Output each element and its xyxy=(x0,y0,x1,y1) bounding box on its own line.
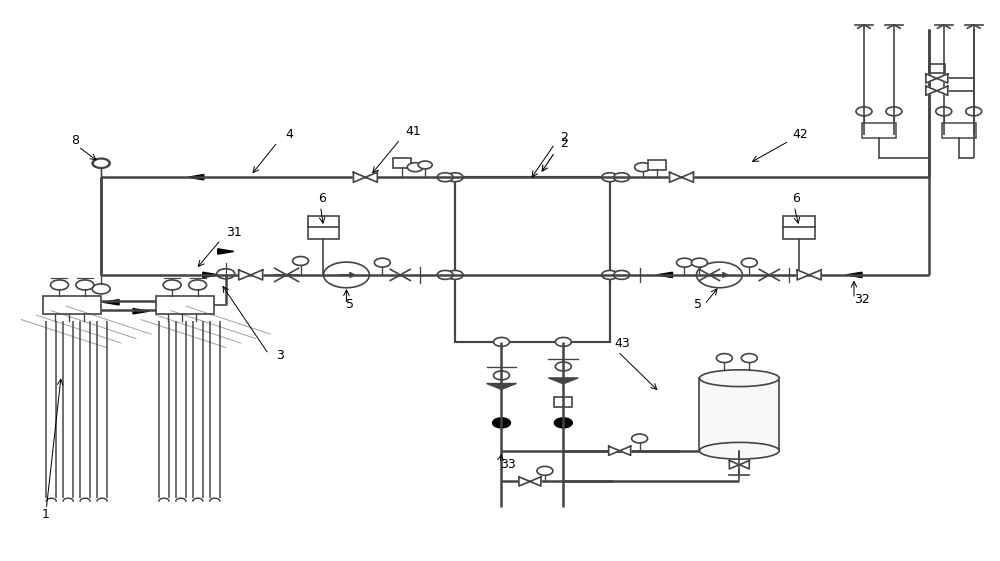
Bar xyxy=(862,122,896,138)
Circle shape xyxy=(76,280,94,290)
Polygon shape xyxy=(548,378,578,384)
Circle shape xyxy=(856,107,872,116)
Circle shape xyxy=(418,161,432,169)
Text: 5: 5 xyxy=(694,298,702,311)
Text: 42: 42 xyxy=(792,128,808,141)
Text: 31: 31 xyxy=(226,226,242,239)
Circle shape xyxy=(493,418,510,428)
Circle shape xyxy=(537,466,553,475)
Circle shape xyxy=(407,163,423,172)
Polygon shape xyxy=(188,174,204,180)
Circle shape xyxy=(447,173,463,182)
Bar xyxy=(308,217,339,238)
Bar xyxy=(554,397,572,407)
Circle shape xyxy=(741,353,757,362)
Circle shape xyxy=(555,362,571,371)
Bar xyxy=(929,64,945,73)
Text: 6: 6 xyxy=(319,192,326,205)
Polygon shape xyxy=(797,270,809,280)
Polygon shape xyxy=(365,172,377,182)
Polygon shape xyxy=(681,172,693,182)
Circle shape xyxy=(966,107,982,116)
Circle shape xyxy=(554,418,572,428)
Text: 8: 8 xyxy=(71,134,79,147)
Polygon shape xyxy=(926,74,937,83)
Circle shape xyxy=(93,159,109,168)
Circle shape xyxy=(437,173,453,182)
Circle shape xyxy=(555,337,571,346)
Polygon shape xyxy=(937,86,948,95)
Circle shape xyxy=(189,280,207,290)
Polygon shape xyxy=(487,384,516,389)
Circle shape xyxy=(677,258,692,267)
Polygon shape xyxy=(926,86,937,95)
Circle shape xyxy=(374,258,390,267)
Circle shape xyxy=(494,337,509,346)
Ellipse shape xyxy=(699,370,779,387)
Polygon shape xyxy=(530,477,541,486)
Text: 5: 5 xyxy=(346,298,354,311)
Circle shape xyxy=(447,270,463,279)
Circle shape xyxy=(602,270,618,279)
Polygon shape xyxy=(729,461,739,469)
Polygon shape xyxy=(218,249,234,254)
Ellipse shape xyxy=(699,443,779,459)
Bar xyxy=(648,160,666,170)
Circle shape xyxy=(886,107,902,116)
Polygon shape xyxy=(809,270,821,280)
Text: 41: 41 xyxy=(405,125,421,139)
Bar xyxy=(43,296,101,314)
Polygon shape xyxy=(609,446,620,456)
Text: 1: 1 xyxy=(41,508,49,521)
Polygon shape xyxy=(133,309,149,314)
Bar xyxy=(455,177,610,342)
Circle shape xyxy=(602,173,618,182)
Polygon shape xyxy=(203,272,219,278)
Bar xyxy=(393,158,411,168)
Polygon shape xyxy=(353,172,365,182)
Bar xyxy=(699,378,779,450)
Bar xyxy=(942,122,976,138)
Circle shape xyxy=(92,158,110,168)
Polygon shape xyxy=(739,461,749,469)
Circle shape xyxy=(741,258,757,267)
Circle shape xyxy=(437,270,453,279)
Circle shape xyxy=(614,270,630,279)
Text: 2: 2 xyxy=(560,131,568,144)
Polygon shape xyxy=(846,272,862,278)
Text: 32: 32 xyxy=(854,293,870,306)
Polygon shape xyxy=(657,272,673,278)
Text: 6: 6 xyxy=(792,192,800,205)
Text: 2: 2 xyxy=(560,136,568,150)
Polygon shape xyxy=(937,74,948,83)
Circle shape xyxy=(92,284,110,294)
Text: 43: 43 xyxy=(615,338,630,351)
Circle shape xyxy=(696,262,742,288)
Text: 4: 4 xyxy=(286,128,293,141)
Circle shape xyxy=(323,262,369,288)
Text: 3: 3 xyxy=(276,348,284,362)
Polygon shape xyxy=(239,270,251,280)
Circle shape xyxy=(217,269,235,279)
Circle shape xyxy=(936,107,952,116)
Circle shape xyxy=(632,434,648,443)
Polygon shape xyxy=(103,300,119,305)
Circle shape xyxy=(691,258,707,267)
Polygon shape xyxy=(670,172,681,182)
Bar xyxy=(156,296,214,314)
Circle shape xyxy=(50,280,68,290)
Circle shape xyxy=(494,371,509,380)
Bar xyxy=(783,217,815,238)
Circle shape xyxy=(163,280,181,290)
Circle shape xyxy=(716,353,732,362)
Polygon shape xyxy=(620,446,631,456)
Circle shape xyxy=(635,163,651,172)
Circle shape xyxy=(614,173,630,182)
Polygon shape xyxy=(251,270,263,280)
Polygon shape xyxy=(519,477,530,486)
Circle shape xyxy=(293,256,309,265)
Text: 33: 33 xyxy=(500,458,516,471)
